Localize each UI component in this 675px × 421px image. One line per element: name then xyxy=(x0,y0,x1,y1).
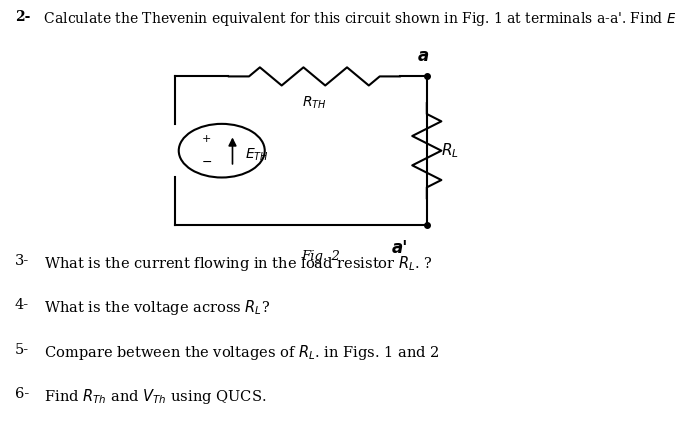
Text: $E_{TH}$: $E_{TH}$ xyxy=(246,147,269,163)
Text: −: − xyxy=(201,155,212,168)
Text: Calculate the Thevenin equivalent for this circuit shown in Fig. 1 at terminals : Calculate the Thevenin equivalent for th… xyxy=(34,11,675,28)
Text: 3-: 3- xyxy=(15,254,29,268)
Text: 5-: 5- xyxy=(15,343,29,357)
Text: 4-: 4- xyxy=(15,298,29,312)
Text: What is the voltage across $R_L$?: What is the voltage across $R_L$? xyxy=(34,298,270,317)
Text: 2-: 2- xyxy=(15,11,30,24)
Text: What is the current flowing in the load resistor $R_L$. ?: What is the current flowing in the load … xyxy=(34,254,433,273)
Text: 6-: 6- xyxy=(15,387,29,402)
Text: Fig. 2: Fig. 2 xyxy=(302,250,340,263)
Text: $R_L$: $R_L$ xyxy=(441,141,459,160)
Text: Compare between the voltages of $R_L$. in Figs. 1 and 2: Compare between the voltages of $R_L$. i… xyxy=(34,343,439,362)
Text: +: + xyxy=(202,134,211,144)
Text: Find $R_{Th}$ and $V_{Th}$ using QUCS.: Find $R_{Th}$ and $V_{Th}$ using QUCS. xyxy=(34,387,266,407)
Text: a': a' xyxy=(392,240,408,257)
Text: $R_{TH}$: $R_{TH}$ xyxy=(302,95,327,112)
Text: a: a xyxy=(418,47,429,65)
